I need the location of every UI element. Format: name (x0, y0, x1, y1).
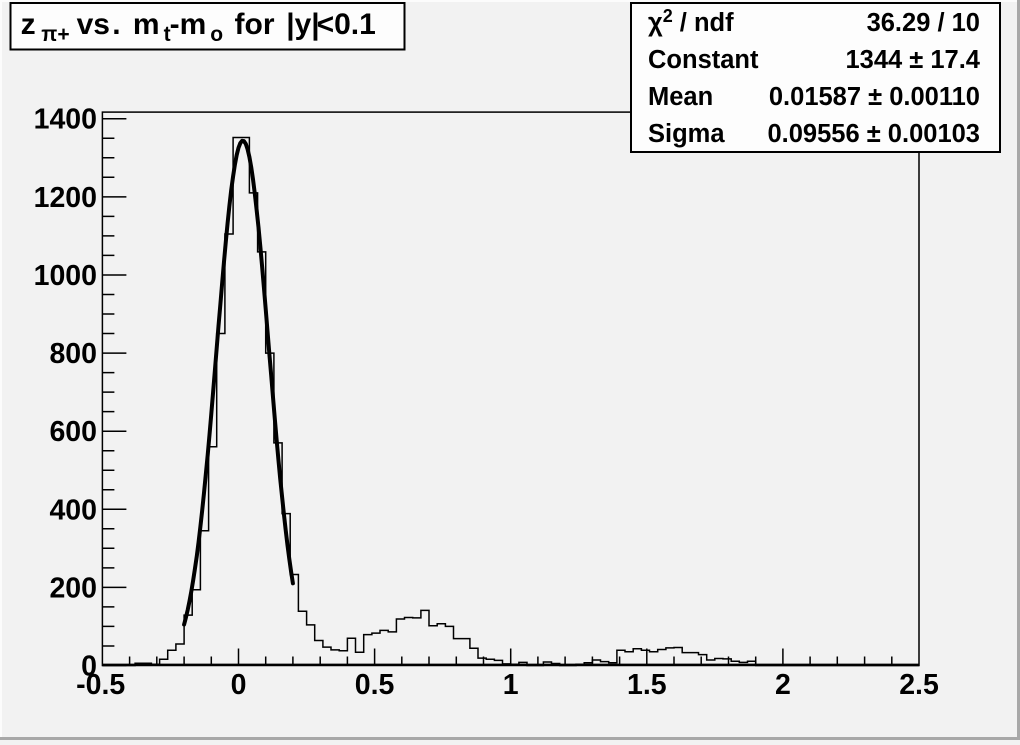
svg-text:0.5: 0.5 (355, 669, 395, 701)
svg-text:2.5: 2.5 (899, 669, 939, 701)
svg-text:m: m (133, 8, 160, 41)
svg-text:-m: -m (170, 8, 207, 41)
svg-text:z: z (21, 8, 36, 41)
svg-text:χ2 / ndf: χ2 / ndf (648, 6, 734, 37)
svg-text:800: 800 (49, 338, 97, 370)
svg-text:for: for (235, 8, 275, 41)
svg-text:1: 1 (503, 669, 519, 701)
svg-text:1200: 1200 (34, 182, 97, 214)
svg-text:1.5: 1.5 (627, 669, 667, 701)
svg-text:|y|: |y| (286, 8, 319, 41)
svg-text:1000: 1000 (34, 260, 97, 292)
svg-text:o: o (210, 23, 223, 46)
svg-text:π+: π+ (41, 23, 69, 46)
svg-text:Constant: Constant (648, 46, 759, 74)
svg-text:36.29 / 10: 36.29 / 10 (867, 9, 980, 37)
svg-text:1400: 1400 (34, 104, 97, 136)
svg-text:Mean: Mean (648, 83, 713, 111)
svg-text:vs: vs (77, 8, 110, 41)
svg-text:.: . (112, 8, 120, 41)
svg-text:0.01587 ± 0.00110: 0.01587 ± 0.00110 (769, 83, 980, 111)
svg-text:600: 600 (49, 416, 97, 448)
svg-text:-0.5: -0.5 (76, 669, 125, 701)
svg-text:t: t (164, 23, 171, 46)
svg-text:0: 0 (81, 651, 97, 683)
svg-text:Sigma: Sigma (648, 120, 725, 148)
svg-text:<0.1: <0.1 (317, 8, 376, 41)
svg-text:400: 400 (49, 494, 97, 526)
svg-text:0: 0 (231, 669, 247, 701)
svg-text:1344 ± 17.4: 1344 ± 17.4 (845, 46, 980, 74)
svg-text:2: 2 (775, 669, 791, 701)
svg-text:200: 200 (49, 572, 97, 604)
svg-text:0.09556 ± 0.00103: 0.09556 ± 0.00103 (767, 120, 980, 148)
